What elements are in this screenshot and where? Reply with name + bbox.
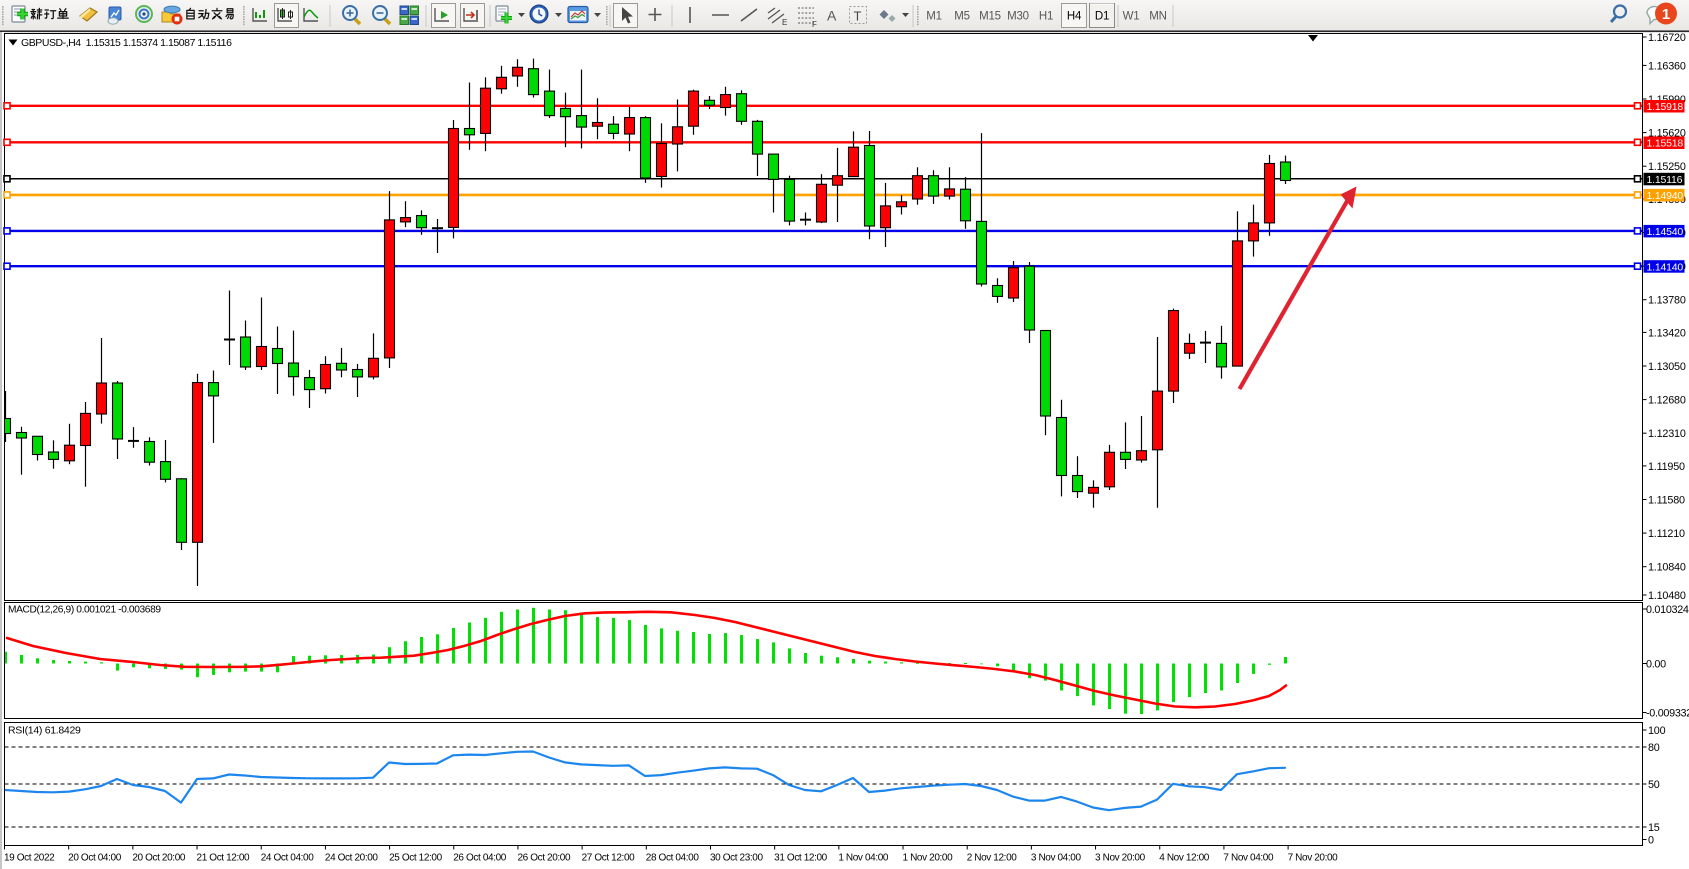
svg-text:30 Oct 23:00: 30 Oct 23:00 bbox=[710, 853, 764, 864]
svg-text:M15: M15 bbox=[979, 11, 1001, 23]
svg-text:19 Oct 2022: 19 Oct 2022 bbox=[4, 853, 55, 864]
svg-text:3 Nov 04:00: 3 Nov 04:00 bbox=[1031, 853, 1082, 864]
svg-text:1.13780: 1.13780 bbox=[1648, 295, 1686, 307]
svg-text:25 Oct 12:00: 25 Oct 12:00 bbox=[389, 853, 443, 864]
svg-text:1.14940: 1.14940 bbox=[1647, 190, 1684, 202]
svg-text:1.16720: 1.16720 bbox=[1648, 32, 1686, 44]
svg-text:0: 0 bbox=[1648, 835, 1654, 847]
svg-text:20 Oct 04:00: 20 Oct 04:00 bbox=[68, 853, 122, 864]
svg-text:0.00: 0.00 bbox=[1646, 659, 1666, 671]
svg-text:27 Oct 12:00: 27 Oct 12:00 bbox=[582, 853, 636, 864]
svg-text:1.10840: 1.10840 bbox=[1648, 562, 1686, 574]
svg-text:26 Oct 04:00: 26 Oct 04:00 bbox=[453, 853, 507, 864]
svg-text:RSI(14) 61.8429: RSI(14) 61.8429 bbox=[8, 725, 81, 737]
svg-text:T: T bbox=[854, 9, 862, 24]
svg-text:W1: W1 bbox=[1123, 11, 1140, 23]
svg-text:4 Nov 12:00: 4 Nov 12:00 bbox=[1159, 853, 1210, 864]
svg-text:1.12680: 1.12680 bbox=[1648, 395, 1686, 407]
svg-text:3 Nov 20:00: 3 Nov 20:00 bbox=[1095, 853, 1146, 864]
svg-text:1 Nov 04:00: 1 Nov 04:00 bbox=[838, 853, 889, 864]
svg-text:1.15116: 1.15116 bbox=[1647, 174, 1683, 186]
svg-text:1.15918: 1.15918 bbox=[1647, 101, 1684, 113]
svg-text:15: 15 bbox=[1648, 822, 1660, 834]
svg-text:MACD(12,26,9) 0.001021 -0.0036: MACD(12,26,9) 0.001021 -0.003689 bbox=[8, 605, 161, 616]
svg-text:1.16360: 1.16360 bbox=[1648, 60, 1686, 72]
svg-text:F: F bbox=[812, 20, 817, 29]
svg-text:28 Oct 04:00: 28 Oct 04:00 bbox=[646, 853, 700, 864]
svg-text:1.13420: 1.13420 bbox=[1648, 327, 1686, 339]
svg-text:31 Oct 12:00: 31 Oct 12:00 bbox=[774, 853, 828, 864]
svg-text:M5: M5 bbox=[954, 11, 970, 23]
svg-text:1.11950: 1.11950 bbox=[1648, 461, 1685, 473]
svg-text:1.12310: 1.12310 bbox=[1648, 428, 1686, 440]
svg-text:H4: H4 bbox=[1067, 11, 1082, 23]
svg-text:-0.009332: -0.009332 bbox=[1646, 708, 1689, 720]
svg-text:80: 80 bbox=[1648, 742, 1660, 754]
svg-text:M30: M30 bbox=[1007, 11, 1029, 23]
svg-text:1.15250: 1.15250 bbox=[1648, 161, 1686, 173]
svg-text:E: E bbox=[782, 18, 787, 27]
svg-text:0.010324: 0.010324 bbox=[1646, 604, 1689, 616]
svg-text:20 Oct 20:00: 20 Oct 20:00 bbox=[132, 853, 186, 864]
svg-text:26 Oct 20:00: 26 Oct 20:00 bbox=[517, 853, 571, 864]
svg-text:H1: H1 bbox=[1039, 11, 1053, 23]
svg-text:M1: M1 bbox=[926, 11, 942, 23]
svg-text:100: 100 bbox=[1648, 725, 1666, 737]
svg-text:1.11210: 1.11210 bbox=[1648, 528, 1685, 540]
svg-text:MN: MN bbox=[1149, 11, 1167, 23]
svg-text:1.11580: 1.11580 bbox=[1648, 495, 1685, 507]
svg-text:1 Nov 20:00: 1 Nov 20:00 bbox=[903, 853, 954, 864]
svg-text:GBPUSD-,H4 1.15315 1.15374 1.: GBPUSD-,H4 1.15315 1.15374 1.15087 1.151… bbox=[21, 37, 232, 49]
svg-text:7 Nov 20:00: 7 Nov 20:00 bbox=[1288, 853, 1339, 864]
svg-text:1.13050: 1.13050 bbox=[1648, 361, 1686, 373]
svg-text:7 Nov 04:00: 7 Nov 04:00 bbox=[1223, 853, 1274, 864]
svg-text:1: 1 bbox=[1662, 6, 1670, 23]
svg-text:2 Nov 12:00: 2 Nov 12:00 bbox=[967, 853, 1018, 864]
svg-text:1.14540: 1.14540 bbox=[1647, 226, 1684, 238]
svg-text:D1: D1 bbox=[1095, 11, 1109, 23]
svg-text:24 Oct 04:00: 24 Oct 04:00 bbox=[261, 853, 315, 864]
svg-text:A: A bbox=[827, 8, 837, 24]
svg-text:50: 50 bbox=[1648, 779, 1660, 791]
svg-text:1.14140: 1.14140 bbox=[1647, 261, 1684, 273]
svg-text:1.10480: 1.10480 bbox=[1648, 590, 1686, 602]
svg-text:1.15518: 1.15518 bbox=[1647, 138, 1684, 150]
svg-text:21 Oct 12:00: 21 Oct 12:00 bbox=[197, 853, 251, 864]
svg-text:24 Oct 20:00: 24 Oct 20:00 bbox=[325, 853, 379, 864]
